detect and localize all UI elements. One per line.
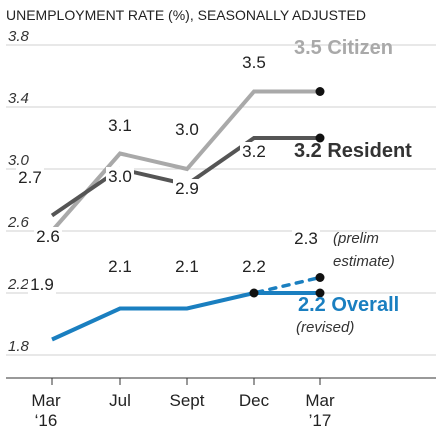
x-tick-label: Sept: [170, 391, 205, 410]
x-tick-label: Dec: [239, 391, 270, 410]
y-tick-label: 3.8: [8, 28, 30, 45]
data-label-overall: 2.1: [175, 257, 199, 276]
data-label-overall: 2.2: [242, 257, 266, 276]
data-label-resident: 2.9: [175, 179, 199, 198]
data-label-bg: [16, 168, 44, 187]
series-line-resident: [50, 136, 320, 218]
series-point-prelim-start: [249, 288, 259, 298]
y-tick-label: 3.4: [8, 90, 29, 107]
series-line-overall: [51, 291, 320, 342]
data-label-bg: [34, 227, 62, 246]
series-line-prelim-dash: [268, 286, 278, 292]
series-point-citizen-end: [315, 87, 325, 96]
legend-overall: 2.2 Overall: [298, 294, 399, 316]
series-line-prelim-dash: [294, 279, 304, 285]
legend-resident: 3.2 Resident: [294, 140, 412, 162]
data-label-overall: 2.1: [108, 257, 132, 276]
data-label-bg: [292, 229, 320, 248]
series-point-overall-end: [315, 288, 325, 298]
data-label-resident: 3.0: [108, 167, 132, 186]
y-tick-label: 2.6: [7, 214, 30, 231]
y-tick-label: 2.2: [7, 276, 30, 293]
y-axis-ticks: 3.8 3.4 3.0 2.6 2.2 1.8: [7, 28, 30, 355]
data-label-bg: [240, 53, 268, 72]
data-label-bg: [173, 257, 201, 276]
data-label-overall-prelim-: 2.3: [294, 229, 318, 248]
y-tick-label: 1.8: [8, 338, 30, 355]
data-label-bg: [106, 116, 134, 135]
data-label-bg: [106, 167, 134, 186]
series-line-prelim-dash: [281, 283, 291, 288]
x-tick-sublabel: ’17: [309, 411, 332, 430]
data-label-bg: [106, 257, 134, 276]
series-point-prelim-end: [315, 273, 325, 282]
x-tick-sublabel: ‘16: [35, 411, 58, 430]
data-label-citizen: 3.5: [242, 53, 266, 72]
series-legends: 3.5 Citizen 3.2 Resident 2.2 Overall (revis…: [294, 37, 412, 336]
legend-citizen: 3.5 Citizen: [294, 37, 393, 59]
legend-prelim-note-2: estimate): [333, 253, 395, 270]
series-line-citizen: [50, 89, 320, 233]
data-label-resident: 2.7: [18, 168, 42, 187]
data-labels: 2.6 3.1 3.0 3.5 2.7 3.0 2.9 3.2 1.9 2.1 2.1 2.2 2.3: [16, 53, 320, 294]
data-label-bg: [240, 142, 268, 161]
y-tick-label: 3.0: [8, 152, 30, 169]
data-label-citizen: 2.6: [36, 227, 60, 246]
grid-lines: [6, 44, 436, 356]
data-label-citizen: 3.1: [108, 116, 132, 135]
legend-overall-note: (revised): [296, 319, 354, 336]
data-label-bg: [240, 257, 268, 276]
legend-prelim-note-1: (prelim: [333, 230, 379, 247]
data-label-bg: [173, 179, 201, 198]
data-label-bg: [28, 275, 56, 294]
data-label-bg: [173, 120, 201, 139]
x-tick-label: Mar: [305, 391, 335, 410]
data-label-overall: 1.9: [30, 275, 54, 294]
series-point-resident-end: [315, 133, 325, 143]
chart-title: UNEMPLOYMENT RATE (%), SEASONALLY ADJUST…: [6, 7, 366, 23]
series-line-prelim-dash: [307, 276, 318, 282]
x-tick-label: Jul: [109, 391, 131, 410]
x-tick-label: Mar: [31, 391, 61, 410]
data-label-resident: 3.2: [242, 142, 266, 161]
data-label-citizen: 3.0: [175, 120, 199, 139]
